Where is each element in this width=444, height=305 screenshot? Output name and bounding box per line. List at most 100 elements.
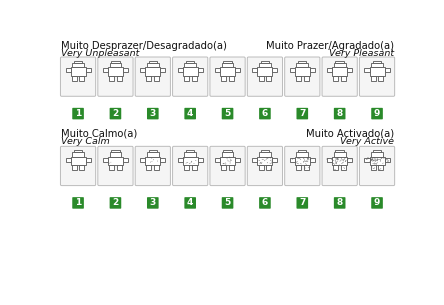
Bar <box>222 152 234 156</box>
FancyBboxPatch shape <box>72 108 84 119</box>
Bar <box>109 165 114 170</box>
FancyBboxPatch shape <box>334 197 345 209</box>
Text: 9: 9 <box>374 109 380 118</box>
Bar <box>191 76 197 81</box>
Bar <box>365 158 369 162</box>
Bar <box>369 67 385 76</box>
Text: Very Active: Very Active <box>340 137 394 146</box>
Bar <box>229 165 234 170</box>
Text: 8: 8 <box>337 199 343 207</box>
Bar <box>298 61 306 63</box>
Bar <box>111 61 119 63</box>
FancyBboxPatch shape <box>72 197 84 209</box>
Bar <box>140 158 145 162</box>
FancyBboxPatch shape <box>334 108 345 119</box>
Bar <box>147 63 159 67</box>
Bar <box>298 150 306 152</box>
Bar <box>117 76 122 81</box>
Bar <box>220 67 235 76</box>
Text: 6: 6 <box>262 199 268 207</box>
FancyBboxPatch shape <box>210 57 245 96</box>
FancyBboxPatch shape <box>360 57 395 96</box>
Bar <box>79 165 84 170</box>
Bar <box>72 63 84 67</box>
Bar <box>184 152 196 156</box>
Bar <box>369 156 385 165</box>
FancyBboxPatch shape <box>360 146 395 186</box>
Bar <box>297 152 308 156</box>
FancyBboxPatch shape <box>297 197 308 209</box>
Text: 2: 2 <box>112 109 119 118</box>
FancyBboxPatch shape <box>210 146 245 186</box>
FancyBboxPatch shape <box>135 146 170 186</box>
FancyBboxPatch shape <box>98 146 133 186</box>
FancyBboxPatch shape <box>222 108 234 119</box>
FancyBboxPatch shape <box>322 57 357 96</box>
Bar <box>373 150 381 152</box>
Bar <box>160 68 165 72</box>
Bar <box>297 63 308 67</box>
Text: 1: 1 <box>75 109 81 118</box>
FancyBboxPatch shape <box>60 146 95 186</box>
Bar <box>341 165 346 170</box>
Bar <box>71 156 86 165</box>
Bar <box>71 76 77 81</box>
Bar <box>86 68 91 72</box>
Text: Very Calm: Very Calm <box>61 137 110 146</box>
Bar <box>371 152 383 156</box>
Bar <box>295 67 310 76</box>
FancyBboxPatch shape <box>147 108 159 119</box>
Bar <box>258 156 273 165</box>
FancyBboxPatch shape <box>259 197 271 209</box>
Bar <box>296 165 301 170</box>
Bar <box>235 68 240 72</box>
Bar <box>108 67 123 76</box>
Bar <box>341 76 346 81</box>
Bar <box>145 67 160 76</box>
Text: 7: 7 <box>299 109 305 118</box>
Text: 2: 2 <box>112 199 119 207</box>
Bar <box>336 61 344 63</box>
Text: 4: 4 <box>187 199 194 207</box>
Bar <box>327 68 332 72</box>
Bar <box>221 76 226 81</box>
Bar <box>103 158 108 162</box>
Bar <box>332 156 347 165</box>
FancyBboxPatch shape <box>259 108 271 119</box>
Bar <box>86 158 91 162</box>
FancyBboxPatch shape <box>371 108 383 119</box>
Bar <box>186 61 194 63</box>
Bar <box>252 158 258 162</box>
Bar <box>273 68 278 72</box>
Bar <box>378 165 384 170</box>
Bar <box>178 158 182 162</box>
Bar <box>140 68 145 72</box>
Bar <box>184 165 189 170</box>
FancyBboxPatch shape <box>371 197 383 209</box>
Bar <box>215 158 220 162</box>
Bar <box>79 76 84 81</box>
Bar <box>198 158 203 162</box>
Bar <box>261 150 269 152</box>
FancyBboxPatch shape <box>98 57 133 96</box>
Bar <box>258 76 264 81</box>
Bar <box>371 165 376 170</box>
Bar <box>184 63 196 67</box>
Bar <box>385 158 389 162</box>
Bar <box>290 158 295 162</box>
FancyBboxPatch shape <box>147 197 159 209</box>
Bar <box>182 67 198 76</box>
Bar <box>154 76 159 81</box>
Bar <box>223 61 232 63</box>
Bar <box>235 158 240 162</box>
Bar <box>371 76 376 81</box>
Bar <box>259 152 271 156</box>
Bar <box>110 63 121 67</box>
FancyBboxPatch shape <box>322 146 357 186</box>
Bar <box>252 68 258 72</box>
Bar <box>147 165 151 170</box>
Bar <box>184 76 189 81</box>
FancyBboxPatch shape <box>285 57 320 96</box>
Bar <box>74 61 82 63</box>
Bar <box>221 165 226 170</box>
